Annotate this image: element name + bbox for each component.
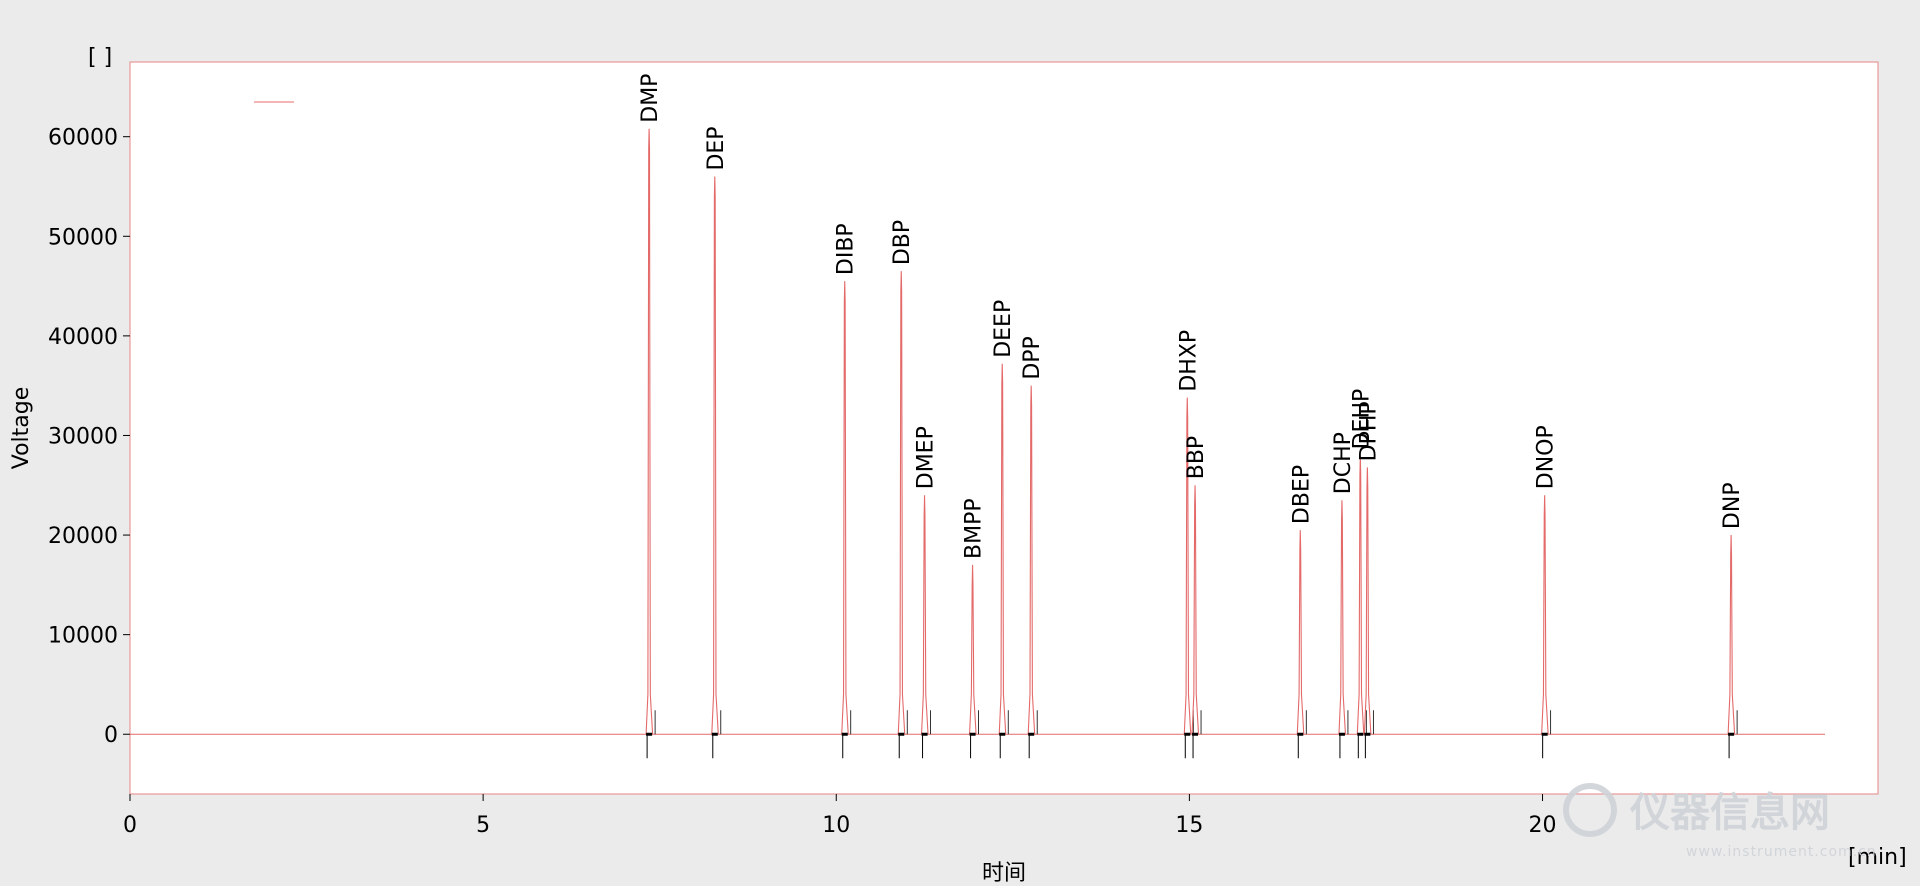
peak-trace — [841, 281, 849, 735]
peak-trace — [897, 271, 906, 735]
y-tick-label: 40000 — [48, 325, 118, 350]
peak-trace — [1356, 455, 1365, 735]
peak-label: BMPP — [962, 498, 987, 559]
x-tick-label: 20 — [1529, 813, 1557, 838]
peak-label: DEP — [704, 126, 729, 170]
watermark-icon — [1563, 783, 1617, 837]
peak-baseline-marker — [1297, 732, 1304, 736]
y-tick-label: 30000 — [48, 424, 118, 449]
x-tick-label: 0 — [123, 813, 137, 838]
x-axis-title: 时间 — [982, 861, 1026, 886]
y-tick-label: 50000 — [48, 225, 118, 250]
peak-trace — [1027, 385, 1036, 735]
peak-baseline-marker — [711, 732, 718, 736]
peak-baseline-marker — [1541, 732, 1548, 736]
peak-label: DPP — [1020, 336, 1045, 379]
x-ticks: 0 5 10 15 20 — [123, 794, 1557, 838]
peak-label: DBEP — [1289, 465, 1314, 524]
x-tick-label: 5 — [476, 813, 490, 838]
peak-label: DEEP — [991, 300, 1016, 358]
watermark-subtext: www.instrument.com.cn — [1686, 844, 1877, 860]
peak-label: DIBP — [834, 223, 859, 275]
peak-trace — [998, 363, 1007, 735]
peak-label: DMP — [638, 74, 663, 123]
peak-baseline-marker — [646, 732, 653, 736]
watermark-text: 仪器信息网 — [1629, 790, 1830, 836]
peak-label: DHXP — [1176, 330, 1201, 392]
peak-baseline-marker — [1728, 732, 1735, 736]
peak-trace — [1363, 467, 1372, 735]
y-ticks: 0 10000 20000 30000 40000 50000 60000 — [48, 126, 130, 748]
peak-label: DMEP — [914, 426, 939, 489]
peak-traces — [645, 128, 1738, 759]
peak-baseline-marker — [1192, 732, 1199, 736]
peak-label: DNP — [1720, 482, 1745, 529]
peak-baseline-marker — [898, 732, 905, 736]
peak-label: DBP — [890, 220, 915, 265]
peak-trace — [969, 564, 977, 735]
peak-label: BBP — [1184, 436, 1209, 479]
peak-baseline-marker — [1028, 732, 1035, 736]
peak-trace — [1541, 495, 1549, 735]
peak-trace — [711, 176, 719, 735]
peak-baseline-marker — [999, 732, 1006, 736]
peak-trace — [1338, 500, 1346, 735]
peak-baseline-marker — [1338, 732, 1345, 736]
peak-baseline-marker — [841, 732, 848, 736]
peak-baseline-marker — [1364, 732, 1371, 736]
x-tick-label: 10 — [822, 813, 850, 838]
peak-baseline-marker — [921, 732, 928, 736]
y-axis-title: Voltage — [9, 387, 34, 470]
peak-trace — [1296, 530, 1305, 735]
peak-trace — [920, 495, 929, 735]
peak-label: DNOP — [1534, 425, 1559, 489]
peak-baseline-marker — [969, 732, 976, 736]
peak-label: DCHP — [1331, 432, 1356, 494]
watermark-logo: 仪器信息网 www.instrument.com.cn — [1563, 783, 1877, 860]
peak-label: DPHP — [1356, 401, 1381, 461]
y-tick-label: 0 — [104, 723, 118, 748]
x-unit-label: [min] — [1848, 845, 1907, 870]
x-tick-label: 15 — [1175, 813, 1203, 838]
peak-trace — [1191, 485, 1200, 735]
peak-trace — [645, 128, 654, 735]
y-tick-label: 60000 — [48, 126, 118, 151]
peak-baseline-marker — [1184, 732, 1191, 736]
y-unit-label: [ ] — [88, 45, 112, 70]
peak-label: DEHP — [1349, 389, 1374, 450]
plot-area — [129, 61, 1879, 795]
peak-trace — [1183, 397, 1192, 735]
peak-trace — [1727, 535, 1736, 735]
peak-baseline-marker — [1357, 732, 1364, 736]
y-tick-label: 10000 — [48, 624, 118, 649]
y-tick-label: 20000 — [48, 524, 118, 549]
